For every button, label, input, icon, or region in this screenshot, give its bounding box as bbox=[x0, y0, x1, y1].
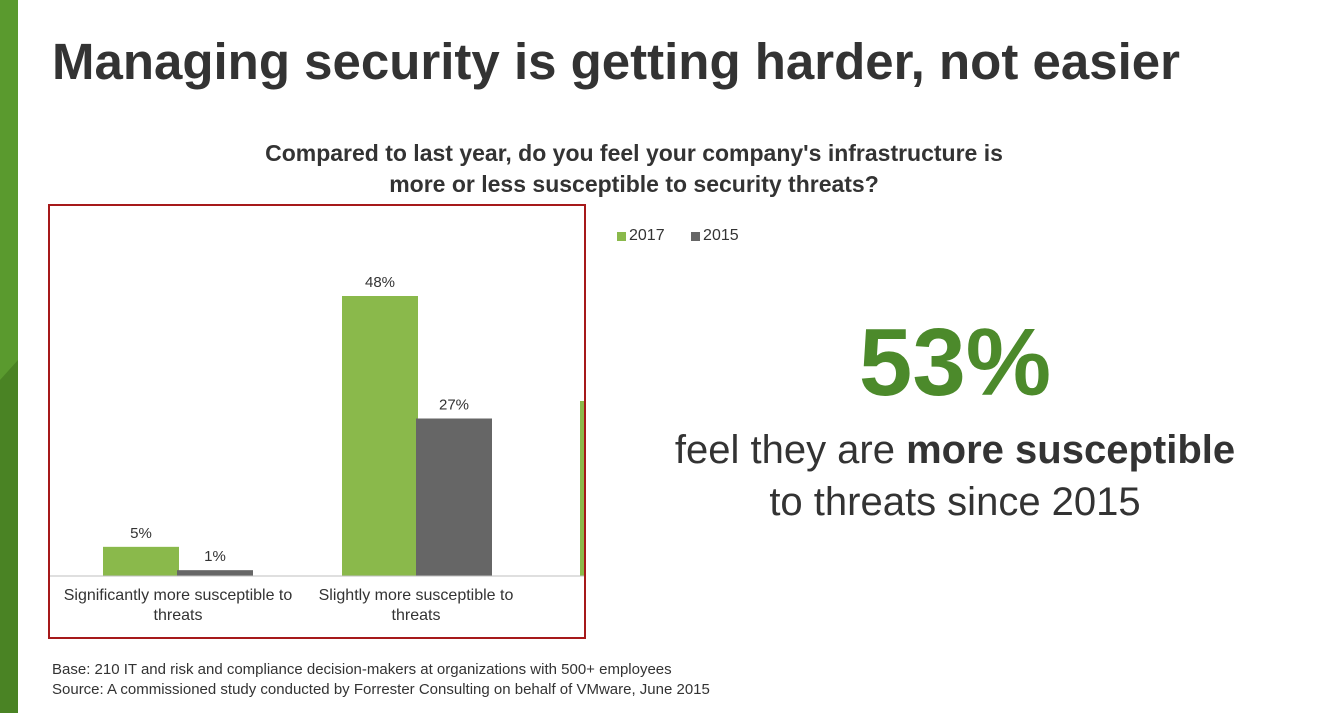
legend-swatch-2015 bbox=[691, 231, 701, 241]
category-label-2-line-2: threats bbox=[392, 607, 441, 624]
data-label-2015-cat-2: 27% bbox=[439, 397, 469, 414]
sidebar-accent bbox=[0, 0, 18, 713]
headline-stat: 53% bbox=[858, 309, 1052, 416]
chart-question: Compared to last year, do you feel your … bbox=[184, 138, 1084, 200]
legend-item-2015: 2015 bbox=[691, 227, 739, 245]
sidebar-accent-shape bbox=[0, 0, 18, 713]
category-label-1-line-1: Significantly more susceptible to bbox=[64, 587, 293, 604]
bar-2017-cat-1 bbox=[103, 546, 179, 576]
slide-title: Managing security is getting harder, not… bbox=[52, 33, 1180, 90]
stat-line-1-bold: more susceptible bbox=[906, 428, 1236, 472]
footnote-base: Base: 210 IT and risk and compliance dec… bbox=[52, 661, 672, 678]
legend-label-2017: 2017 bbox=[629, 227, 665, 244]
bar-2015-cat-1 bbox=[177, 570, 253, 576]
legend-swatch-2017 bbox=[617, 231, 626, 241]
chart-legend: 2017 2015 bbox=[617, 227, 761, 246]
stat-line-1-regular: feel they are bbox=[674, 428, 907, 472]
bar-chart: 5% 48% 1% 27% Significantly more susceptible… bbox=[50, 274, 584, 624]
legend-label-2015: 2015 bbox=[703, 227, 739, 244]
category-label-2-line-1: Slightly more susceptible to bbox=[319, 587, 514, 604]
chart-frame: 5% 48% 1% 27% Significantly more susceptible… bbox=[48, 204, 586, 639]
footnote: Base: 210 IT and risk and compliance dec… bbox=[52, 660, 710, 700]
question-line-1: Compared to last year, do you feel your … bbox=[265, 140, 1003, 166]
legend-item-2017: 2017 bbox=[617, 227, 665, 245]
category-label-1-line-2: threats bbox=[154, 607, 203, 624]
data-label-2017-cat-1: 5% bbox=[130, 525, 152, 542]
question-line-2: more or less susceptible to security thr… bbox=[389, 171, 879, 197]
data-label-2015-cat-1: 1% bbox=[204, 548, 226, 565]
data-label-2017-cat-2: 48% bbox=[365, 274, 395, 291]
bar-2017-cat-3 bbox=[580, 401, 584, 576]
bar-2015-cat-2 bbox=[416, 418, 492, 576]
stat-line-1: feel they are more susceptible bbox=[640, 424, 1270, 476]
stat-description: feel they are more susceptible to threat… bbox=[640, 424, 1270, 528]
bar-2017-cat-2 bbox=[342, 296, 418, 576]
stat-line-2: to threats since 2015 bbox=[769, 480, 1141, 524]
footnote-source: Source: A commissioned study conducted b… bbox=[52, 681, 710, 698]
